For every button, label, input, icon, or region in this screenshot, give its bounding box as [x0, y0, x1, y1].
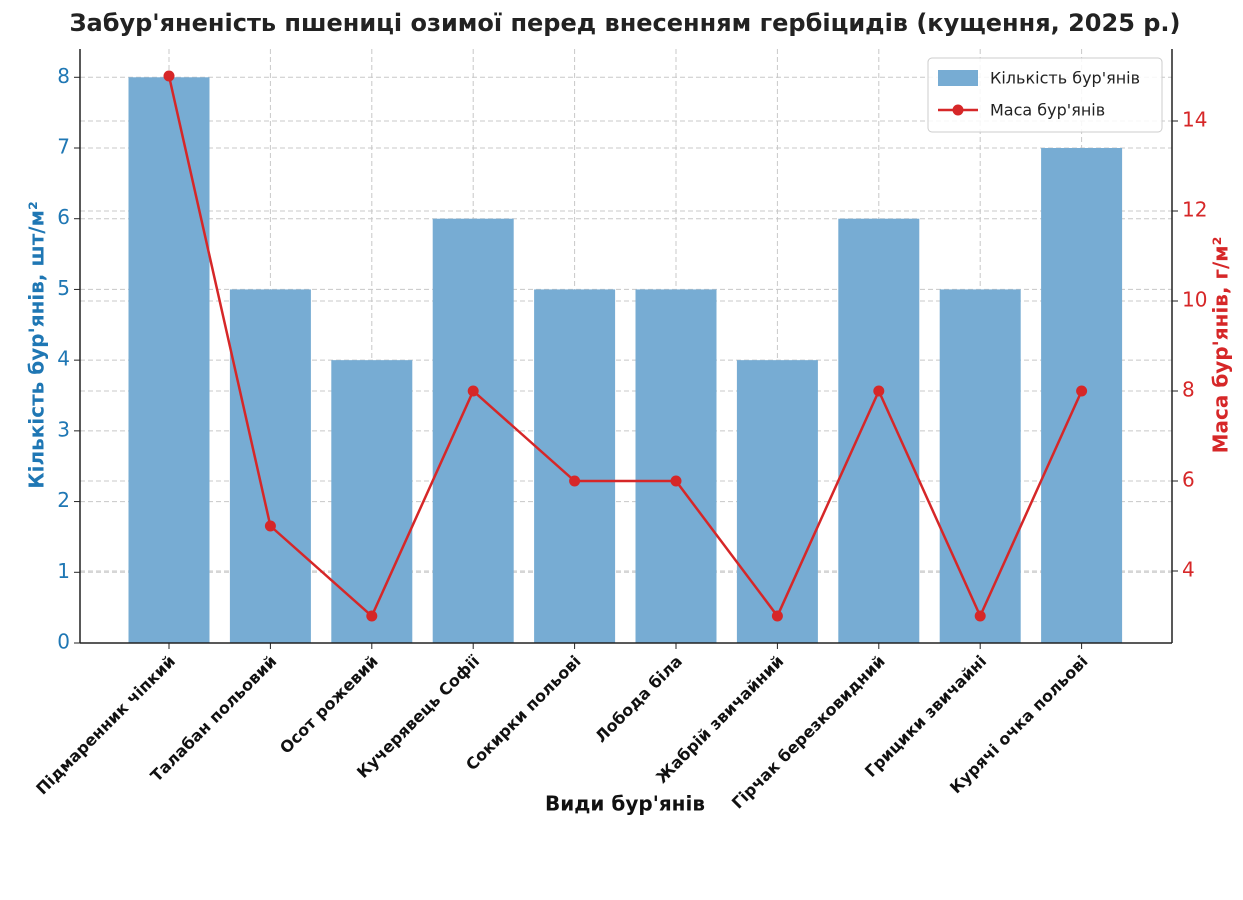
- y-tick-label: 7: [57, 135, 70, 159]
- point: [163, 70, 175, 82]
- point: [1076, 385, 1088, 397]
- point: [974, 610, 986, 622]
- y2-tick-label: 4: [1182, 558, 1195, 582]
- bar: [939, 289, 1021, 643]
- bar: [331, 360, 413, 643]
- legend-label: Маса бур'янів: [990, 101, 1105, 120]
- y-tick-label: 2: [57, 488, 70, 512]
- x-tick-label: Осот рожевий: [276, 652, 382, 758]
- line: [167, 75, 1083, 620]
- point: [873, 385, 885, 397]
- legend-swatch: [952, 104, 964, 116]
- y2-tick-label: 12: [1182, 198, 1207, 222]
- bar: [229, 289, 311, 643]
- y2-axis-label: Маса бур'янів, г/м²: [1209, 237, 1233, 454]
- x-tick-label: Лобода біла: [591, 652, 686, 747]
- legend-label: Кількість бур'янів: [990, 69, 1140, 88]
- bar: [534, 289, 616, 643]
- x-axis-label: Види бур'янів: [545, 792, 705, 816]
- y-axis-label: Кількість бур'янів, шт/м²: [25, 201, 49, 488]
- bar: [128, 77, 210, 644]
- bar: [736, 360, 818, 643]
- bar: [635, 289, 717, 643]
- chart-title: Забур'яненість пшениці озимої перед внес…: [69, 9, 1180, 37]
- y-tick-label: 3: [57, 417, 70, 441]
- point: [366, 610, 378, 622]
- legend-swatch: [938, 70, 978, 86]
- point: [264, 520, 276, 532]
- bar: [432, 218, 514, 643]
- y-tick-label: 4: [57, 347, 70, 371]
- y-tick-label: 6: [57, 205, 70, 229]
- point: [467, 385, 479, 397]
- y2-tick-label: 10: [1182, 288, 1207, 312]
- legend-box: [927, 57, 1163, 133]
- y2-tick-label: 6: [1182, 468, 1195, 492]
- y-tick-label: 1: [57, 559, 70, 583]
- point: [569, 475, 581, 487]
- y2-tick-label: 8: [1182, 378, 1195, 402]
- bar: [838, 218, 920, 643]
- y-tick-label: 5: [57, 276, 70, 300]
- x-tick-label: Сокирки польові: [462, 652, 585, 775]
- y-tick-label: 8: [57, 64, 70, 88]
- point: [670, 475, 682, 487]
- point: [771, 610, 783, 622]
- y-tick-label: 0: [57, 630, 70, 654]
- y2-tick-label: 14: [1182, 108, 1207, 132]
